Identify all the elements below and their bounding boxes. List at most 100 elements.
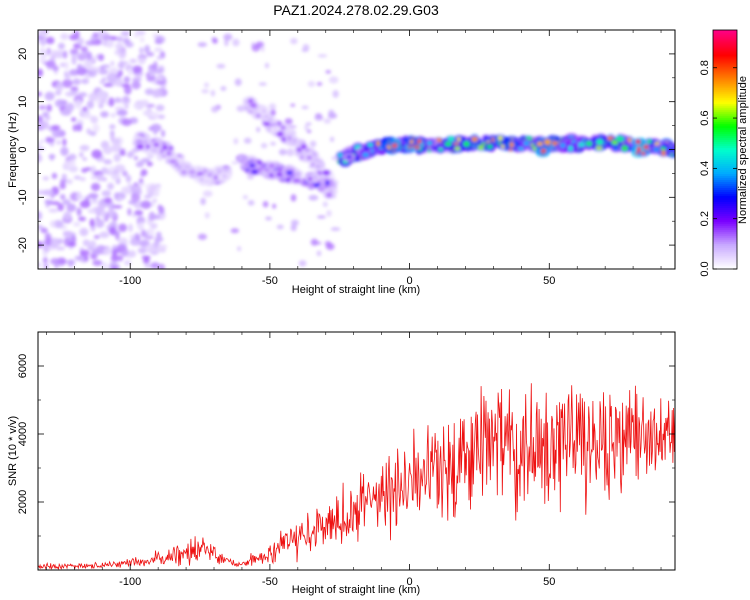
heatmap-cell — [63, 50, 68, 59]
heatmap-cell — [153, 142, 160, 148]
heatmap-cell — [89, 199, 100, 205]
heatmap-cell — [197, 233, 207, 240]
heatmap-cell — [76, 123, 83, 132]
heatmap-cell — [130, 185, 142, 194]
heatmap-cell — [63, 210, 72, 221]
heatmap-cell — [156, 55, 163, 60]
heatmap-cell — [140, 172, 146, 177]
heatmap-cell — [154, 69, 161, 74]
heatmap-cell — [131, 80, 141, 90]
heatmap-cell — [149, 222, 158, 230]
colorbar-step — [713, 91, 737, 95]
heatmap-cell — [301, 105, 309, 110]
heatmap-cell — [73, 175, 81, 180]
heatmap-cell — [137, 181, 145, 187]
heatmap-cell — [82, 157, 88, 161]
heatmap-cell — [106, 72, 118, 83]
heatmap-cell — [264, 62, 270, 69]
heatmap-cell — [42, 256, 48, 264]
heatmap-cell — [223, 33, 233, 41]
heatmap-cell — [284, 177, 292, 182]
heatmap-cell — [268, 163, 276, 169]
heatmap-cell — [40, 227, 48, 234]
colorbar-step — [713, 221, 737, 224]
heatmap-cell — [50, 237, 61, 248]
heatmap-cell — [133, 103, 141, 109]
heatmap-cell — [38, 115, 44, 124]
colorbar-step — [713, 241, 737, 244]
heatmap-cell — [127, 182, 132, 192]
colorbar-step — [713, 181, 737, 184]
heatmap-cell — [248, 163, 256, 168]
heatmap-cell — [150, 148, 159, 153]
colorbar-step — [713, 207, 737, 210]
heatmap-cell — [71, 117, 77, 122]
colorbar-step — [713, 83, 737, 87]
heatmap-cell — [316, 215, 326, 219]
colorbar-step — [713, 197, 737, 200]
heatmap-cell — [90, 175, 98, 180]
colorbar-step — [713, 167, 737, 171]
heatmap-cell — [301, 48, 309, 52]
heatmap-cell — [116, 243, 127, 252]
heatmap-cell — [102, 247, 112, 256]
heatmap-cell — [48, 208, 59, 213]
heatmap-cell — [132, 65, 143, 74]
heatmap-cell — [234, 78, 242, 86]
heatmap-cell — [156, 231, 162, 239]
heatmap-cell — [40, 40, 47, 45]
heatmap-cell — [139, 100, 150, 107]
heatmap-cell — [129, 58, 137, 64]
heatmap-cell — [212, 37, 218, 44]
heatmap-cell — [80, 46, 88, 53]
heatmap-cell — [454, 146, 461, 151]
heatmap-cell — [261, 109, 266, 113]
heatmap-cell — [216, 63, 226, 69]
heatmap-cell — [290, 194, 297, 202]
colorbar-step — [713, 125, 737, 129]
heatmap-cell — [117, 61, 125, 69]
heatmap-cell — [114, 77, 124, 87]
colorbar-step — [713, 117, 737, 121]
x-tick-label: 0 — [407, 576, 413, 588]
colorbar-step — [713, 139, 737, 143]
heatmap-cell — [144, 256, 150, 261]
heatmap-cell — [317, 54, 328, 58]
heatmap-cell — [89, 218, 95, 227]
colorbar-step — [713, 251, 737, 254]
colorbar-step — [713, 147, 737, 151]
heatmap-cell — [543, 139, 552, 145]
heatmap-cell — [148, 69, 156, 75]
heatmap-cell — [38, 68, 44, 77]
heatmap-cell — [79, 176, 86, 182]
heatmap-cell — [59, 62, 66, 68]
heatmap-cell — [112, 204, 123, 209]
colorbar-tick-label: 0.2 — [699, 211, 711, 226]
spectrogram-x-axis-label: Height of straight line (km) — [292, 284, 420, 296]
colorbar-step — [713, 267, 737, 270]
heatmap-cell — [247, 200, 255, 206]
colorbar-step — [713, 133, 737, 137]
heatmap-cell — [65, 159, 76, 167]
heatmap-cell — [497, 135, 503, 141]
heatmap-cell — [51, 124, 61, 131]
heatmap-cell — [236, 105, 246, 112]
heatmap-cell — [204, 82, 209, 88]
heatmap-cell — [62, 79, 73, 88]
heatmap-cell — [641, 151, 646, 155]
heatmap-cell — [69, 48, 79, 55]
heatmap-cell — [447, 136, 455, 142]
heatmap-cell — [108, 97, 115, 107]
heatmap-cell — [146, 161, 153, 167]
colorbar-label: Normalized spectral amplitude — [737, 76, 749, 224]
colorbar-step — [713, 111, 737, 115]
heatmap-cell — [60, 110, 72, 116]
y-tick-label: 4000 — [17, 422, 29, 446]
snr-plot-area — [38, 332, 675, 570]
heatmap-cell — [290, 224, 297, 232]
heatmap-cell — [148, 211, 156, 221]
colorbar-step — [713, 99, 737, 103]
colorbar-step — [713, 199, 737, 202]
